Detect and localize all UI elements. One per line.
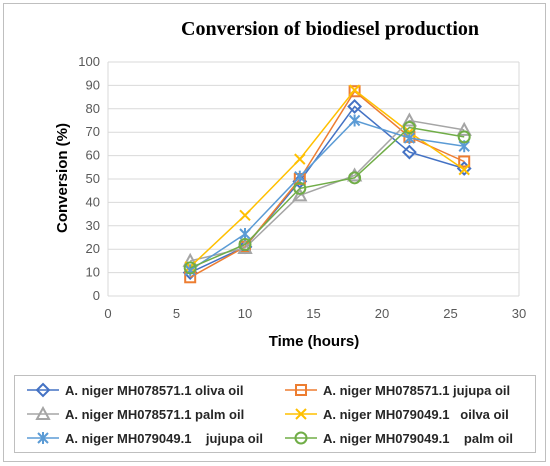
series-2-point	[458, 155, 471, 168]
series-5-point	[239, 227, 251, 240]
legend-swatch	[27, 432, 59, 444]
y-tick-label: 30	[86, 218, 100, 233]
y-tick-label: 70	[86, 124, 100, 139]
legend-item: A. niger MH078571.1 jujupa oil	[285, 380, 510, 400]
x-tick-label: 25	[443, 306, 457, 321]
legend-marker	[35, 382, 51, 398]
series-5-point	[294, 170, 306, 183]
y-tick-label: 20	[86, 241, 100, 256]
legend-swatch	[285, 431, 317, 445]
legend-swatch	[27, 406, 59, 420]
legend-label: A. niger MH078571.1 jujupa oil	[323, 382, 511, 398]
legend-swatch	[285, 408, 317, 420]
series-line-2	[189, 90, 465, 278]
series-4-point	[239, 209, 251, 221]
y-tick-label: 80	[86, 101, 100, 116]
series-4-point	[294, 153, 306, 165]
legend-marker	[294, 431, 308, 445]
series-1-point	[401, 144, 417, 160]
series-3-point	[401, 112, 418, 127]
y-tick-label: 0	[93, 288, 100, 303]
series-line-1	[189, 105, 465, 274]
legend-marker	[295, 384, 307, 396]
legend-item: A. niger MH079049.1 jujupa oil	[27, 428, 263, 448]
legend-swatch	[285, 384, 317, 396]
legend: A. niger MH078571.1 oliva oil A. niger MH…	[14, 375, 536, 453]
x-tick-label: 30	[512, 306, 526, 321]
legend-item: A. niger MH078571.1 palm oil	[27, 404, 244, 424]
legend-marker	[295, 408, 307, 420]
chart-title: Conversion of biodiesel production	[181, 18, 479, 40]
legend-item: A. niger MH079049.1 oilva oil	[285, 404, 509, 424]
legend-label: A. niger MH079049.1 oilva oil	[323, 406, 509, 422]
legend-label: A. niger MH078571.1 palm oil	[65, 406, 245, 422]
x-tick-label: 5	[173, 306, 180, 321]
series-5-point	[403, 132, 416, 145]
legend-swatch	[27, 382, 59, 398]
x-tick-label: 0	[104, 306, 111, 321]
series-2-point	[348, 85, 361, 98]
legend-label: A. niger MH078571.1 oliva oil	[65, 382, 244, 398]
x-axis-title: Time (hours)	[269, 333, 360, 350]
series-6-point	[238, 238, 252, 252]
legend-item: A. niger MH079049.1 palm oil	[285, 428, 513, 448]
y-tick-label: 10	[86, 265, 100, 280]
series-4-point	[348, 84, 361, 96]
legend-item: A. niger MH078571.1 oliva oil	[27, 380, 243, 400]
series-6-point	[402, 121, 416, 135]
series-5-point	[348, 114, 361, 127]
series-3-point	[292, 187, 308, 202]
series-6-point	[457, 130, 471, 144]
series-3-point	[237, 239, 253, 255]
y-axis-title: Conversion (%)	[54, 123, 71, 233]
y-tick-label: 40	[86, 194, 100, 209]
series-4-point	[458, 163, 470, 176]
x-tick-label: 15	[306, 306, 320, 321]
series-6-point	[293, 181, 307, 195]
series-line-5	[189, 119, 465, 271]
legend-label: A. niger MH079049.1 jujupa oil	[65, 430, 263, 446]
series-6-point	[348, 171, 362, 185]
y-tick-label: 90	[86, 77, 100, 92]
y-tick-label: 100	[78, 54, 100, 69]
series-line-3	[190, 119, 465, 262]
y-tick-label: 50	[86, 171, 100, 186]
series-3-point	[456, 121, 472, 136]
series-6-point	[183, 261, 197, 275]
legend-label: A. niger MH079049.1 palm oil	[323, 430, 514, 446]
x-tick-label: 10	[238, 306, 252, 321]
x-tick-label: 20	[375, 306, 389, 321]
series-line-4	[189, 89, 465, 268]
legend-marker	[35, 406, 51, 420]
legend-marker	[37, 432, 49, 444]
y-tick-label: 60	[86, 148, 100, 163]
series-1-point	[347, 99, 363, 114]
series-line-6	[189, 126, 465, 269]
chart-frame	[3, 3, 546, 462]
